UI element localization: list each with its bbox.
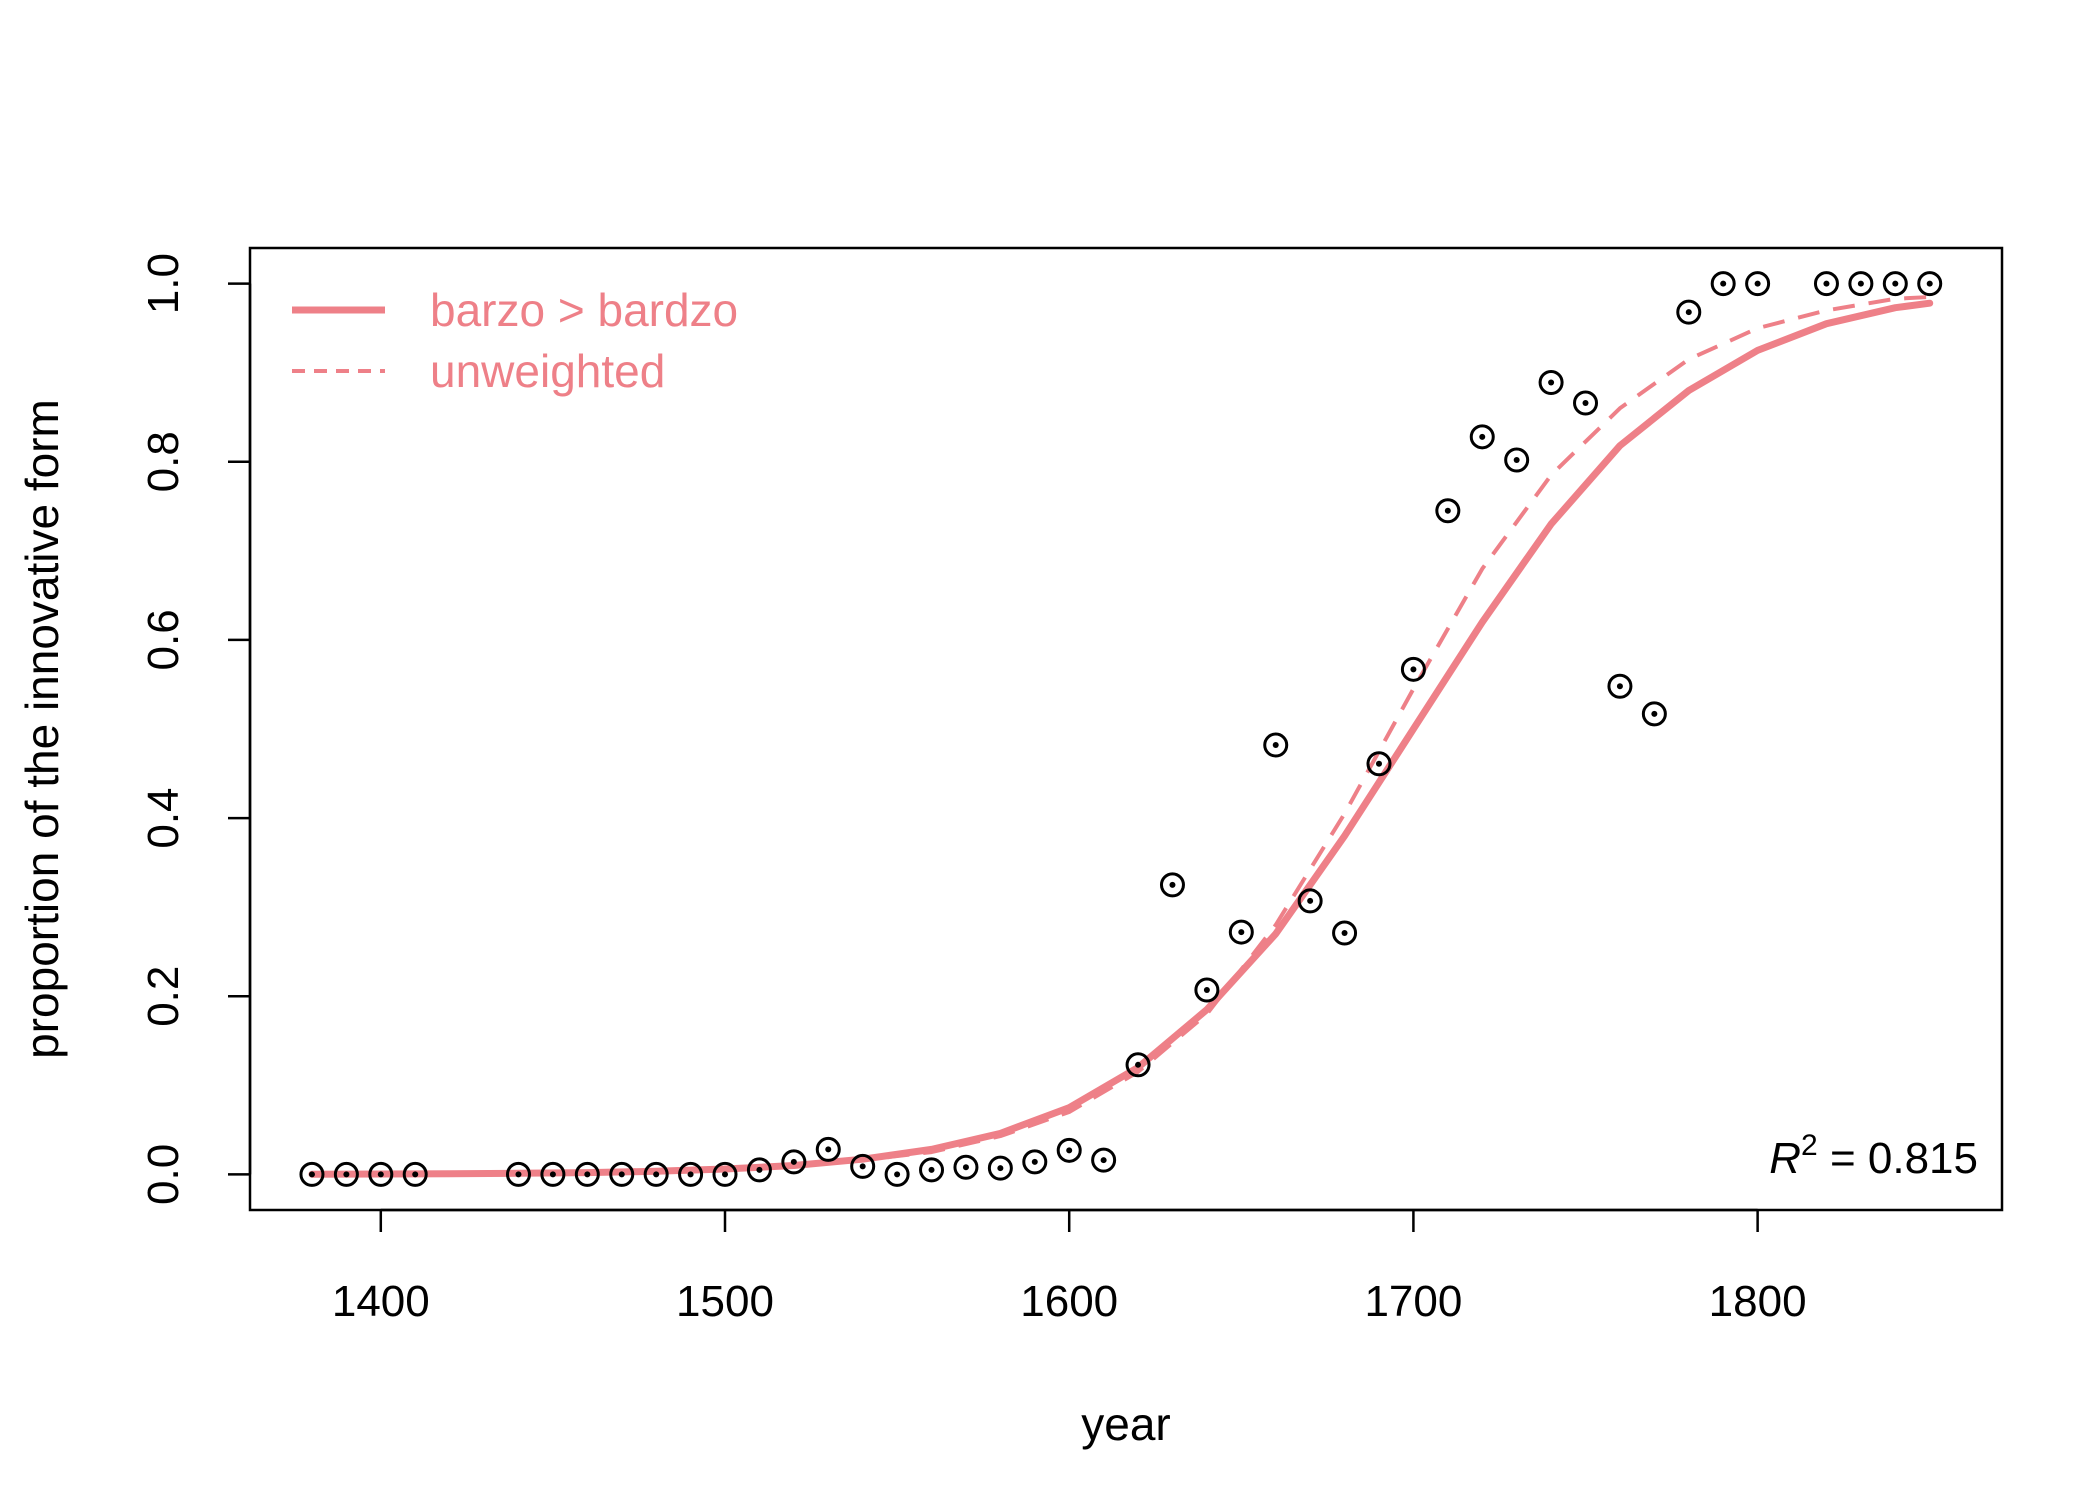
data-point [1710,271,1736,297]
data-point [643,1161,669,1187]
weighted-curve [308,299,1934,1178]
data-point [1091,1147,1117,1173]
data-point [919,1157,945,1183]
data-point [1366,751,1392,777]
data-point [1228,919,1254,945]
legend: barzo > bardzo unweighted [292,284,738,397]
y-axis: 0.0 0.2 0.4 0.6 0.8 1.0 [139,253,252,1205]
x-tick-label: 1600 [1020,1277,1118,1326]
x-tick-label: 1700 [1364,1277,1462,1326]
data-point [1022,1149,1048,1175]
data-point [1194,977,1220,1003]
data-point [1504,447,1530,473]
data-point [678,1161,704,1187]
data-point [540,1161,566,1187]
data-point [850,1153,876,1179]
legend-unweighted-label: unweighted [430,345,665,397]
y-tick-label: 0.2 [139,966,188,1027]
data-point [987,1155,1013,1181]
data-point [746,1157,772,1183]
data-point [505,1161,531,1187]
data-point [1813,271,1839,297]
x-tick-label: 1500 [676,1277,774,1326]
y-axis-title: proportion of the innovative form [16,399,68,1059]
data-point [781,1149,807,1175]
y-tick-label: 0.8 [139,431,188,492]
x-tick-label: 1800 [1709,1277,1807,1326]
data-point [1400,656,1426,682]
data-point [953,1154,979,1180]
data-point [1125,1052,1151,1078]
x-tick-label: 1400 [332,1277,430,1326]
legend-weighted-label: barzo > bardzo [430,284,738,336]
data-point [1676,299,1702,325]
data-point [1573,390,1599,416]
data-point [402,1161,428,1187]
data-point [368,1161,394,1187]
data-point [1469,424,1495,450]
data-point [1332,920,1358,946]
x-axis: 1400 1500 1600 1700 1800 [332,1208,1807,1326]
y-tick-label: 1.0 [139,253,188,314]
data-point [1917,271,1943,297]
data-point [1263,732,1289,758]
data-point [574,1161,600,1187]
data-point [1641,701,1667,727]
data-point [1607,673,1633,699]
data-point [333,1161,359,1187]
curves [308,295,1934,1178]
data-point [1056,1137,1082,1163]
data-point [884,1161,910,1187]
data-point [1882,271,1908,297]
data-point [1159,872,1185,898]
data-point [815,1136,841,1162]
data-point [1435,498,1461,524]
r-squared-annotation: R2 = 0.815 [1769,1129,1978,1183]
data-point [712,1161,738,1187]
data-point [1538,370,1564,396]
x-axis-title: year [1081,1398,1170,1450]
points [299,271,1943,1187]
data-point [1745,271,1771,297]
y-tick-label: 0.0 [139,1144,188,1205]
y-tick-label: 0.4 [139,787,188,848]
y-tick-label: 0.6 [139,609,188,670]
data-point [609,1161,635,1187]
data-point [299,1161,325,1187]
data-point [1848,271,1874,297]
data-point [1297,888,1323,914]
unweighted-curve [311,295,1930,1177]
